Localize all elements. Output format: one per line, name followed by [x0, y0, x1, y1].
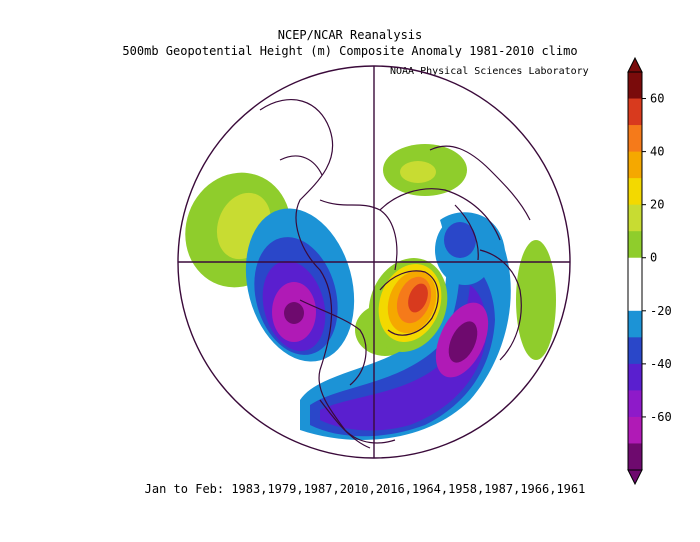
anomaly-pos-arctic-inner: [400, 161, 436, 183]
anomaly-neg-atlantic-5: [448, 321, 478, 363]
anomaly-pos-greenland-5: [408, 283, 428, 313]
colorbar-max-arrow: [627, 56, 643, 73]
colorbar-tick-label: -60: [650, 410, 672, 424]
colorbar-tick-label: 20: [650, 198, 664, 212]
composite-years-label: Jan to Feb: 1983,1979,1987,2010,2016,196…: [144, 482, 586, 496]
colorbar-outline: [627, 71, 643, 471]
colorbar-swatch: [628, 178, 642, 206]
anomaly-pos-europe: [516, 240, 556, 360]
colorbar-swatch: [628, 310, 642, 338]
credit-label: NOAA Physical Sciences Laboratory: [390, 66, 589, 77]
colorbar: 60 40 20 0 -20 -40 -60: [627, 56, 672, 486]
colorbar-swatch: [628, 390, 642, 418]
chart-title: NCEP/NCAR Reanalysis: [277, 28, 423, 42]
anomaly-neg-westna-5: [284, 302, 304, 324]
chart-subtitle: 500mb Geopotential Height (m) Composite …: [122, 44, 578, 58]
colorbar-tick-label: 0: [650, 251, 657, 265]
colorbar-swatch: [628, 257, 642, 285]
colorbar-swatch: [628, 72, 642, 100]
colorbar-swatch: [628, 337, 642, 365]
coastlines: [259, 99, 531, 449]
colorbar-swatch: [628, 284, 642, 312]
anomaly-neg-scand-2: [444, 222, 476, 258]
colorbar-tick-label: -40: [650, 357, 672, 371]
colorbar-swatch: [628, 125, 642, 153]
colorbar-tick-label: 40: [650, 145, 664, 159]
colorbar-tick-label: 60: [650, 92, 664, 106]
colorbar-swatch: [628, 204, 642, 232]
anomaly-neg-atlantic-arc-3: [320, 285, 487, 431]
colorbar-swatch: [628, 363, 642, 391]
colorbar-swatch: [628, 443, 642, 471]
colorbar-swatch: [628, 416, 642, 444]
colorbar-swatch: [628, 98, 642, 126]
colorbar-swatch: [628, 231, 642, 259]
colorbar-tick-label: -20: [650, 304, 672, 318]
colorbar-swatch: [628, 151, 642, 179]
